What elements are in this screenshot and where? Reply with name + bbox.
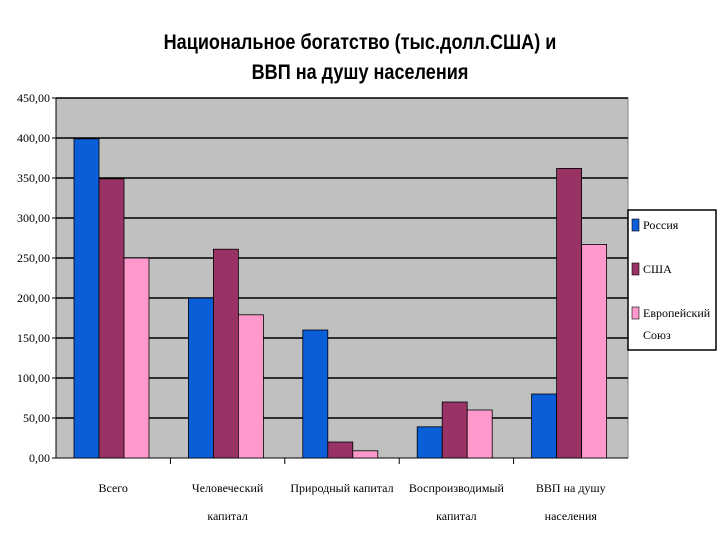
- bar: [466, 409, 493, 459]
- legend-entry: Европейский: [643, 306, 711, 320]
- y-tick-label: 50,00: [23, 411, 50, 425]
- legend-swatch: [631, 262, 640, 276]
- legend-entry: Россия: [643, 218, 679, 232]
- bar: [302, 329, 329, 459]
- legend-swatch: [631, 218, 640, 232]
- legend-entry: Союз: [643, 328, 671, 342]
- bar: [187, 297, 214, 459]
- chart-title: Национальное богатство (тыс.долл.США) и …: [162, 28, 558, 88]
- bar: [327, 441, 354, 459]
- x-tick-label: Человеческий: [192, 481, 264, 495]
- bar: [73, 138, 100, 459]
- bar: [441, 401, 468, 459]
- y-tick-label: 150,00: [17, 331, 50, 345]
- x-tick-label: ВВП на душу: [536, 481, 606, 495]
- bar: [556, 167, 582, 459]
- x-tick-label: капитал: [436, 509, 476, 523]
- x-tick-label: Природный капитал: [290, 481, 393, 495]
- y-tick-label: 300,00: [17, 211, 50, 225]
- bar: [212, 248, 239, 459]
- legend-swatch: [631, 306, 640, 320]
- x-tick-label: населения: [545, 509, 598, 523]
- legend: [627, 209, 717, 351]
- y-tick-label: 0,00: [29, 451, 50, 465]
- y-tick-label: 200,00: [17, 291, 50, 305]
- bar: [581, 243, 607, 459]
- x-tick-label: капитал: [207, 509, 247, 523]
- y-tick-label: 350,00: [17, 171, 50, 185]
- chart-title-line-2: ВВП на душу населения: [251, 61, 469, 84]
- x-tick-label: Всего: [98, 481, 127, 495]
- y-tick-label: 400,00: [17, 131, 50, 145]
- bar: [531, 393, 557, 459]
- bar: [237, 314, 264, 459]
- y-tick-label: 450,00: [17, 91, 50, 105]
- legend-entry: США: [643, 262, 672, 276]
- bar: [98, 178, 125, 459]
- y-tick-label: 100,00: [17, 371, 50, 385]
- bar: [123, 257, 150, 459]
- y-tick-label: 250,00: [17, 251, 50, 265]
- x-tick-label: Воспроизводимый: [409, 481, 505, 495]
- bar: [352, 450, 379, 459]
- bar: [416, 426, 443, 459]
- chart-title-line-1: Национальное богатство (тыс.долл.США) и: [163, 31, 557, 54]
